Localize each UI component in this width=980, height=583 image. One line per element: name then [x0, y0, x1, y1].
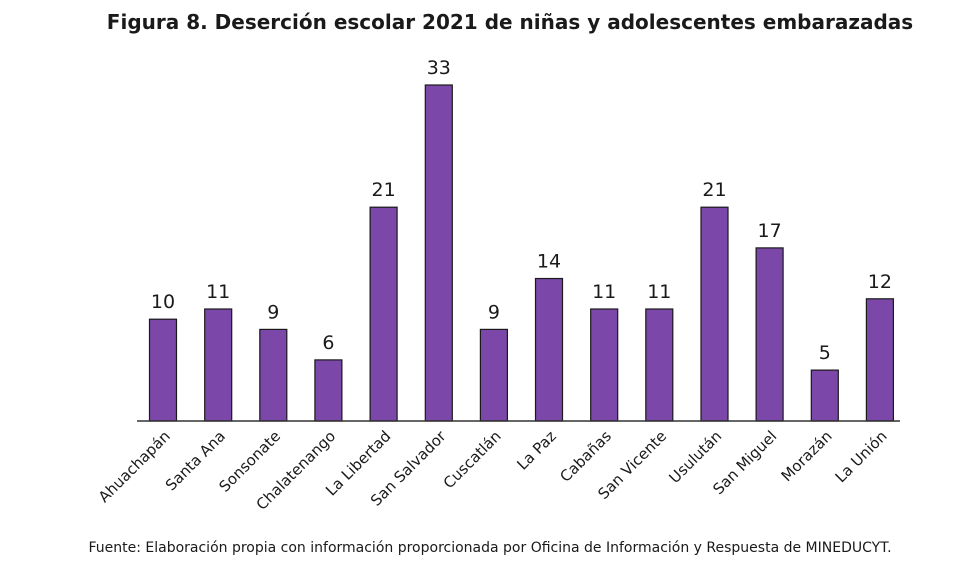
source-note: Fuente: Elaboración propia con informaci… [88, 540, 892, 556]
bar-12 [810, 369, 839, 422]
value-label-2: 9 [267, 301, 279, 323]
bar-10 [700, 206, 729, 422]
category-label-7: La Paz [513, 427, 560, 474]
category-label-0: Ahuachapán [95, 427, 174, 506]
bar-3 [314, 359, 343, 422]
bar-2 [259, 328, 288, 422]
bar-4 [369, 206, 398, 422]
value-label-13: 12 [868, 271, 892, 293]
category-label-6: Cuscatlán [440, 427, 505, 492]
value-labels-group: 10 11 9 6 21 33 9 14 11 11 21 17 5 12 [151, 57, 892, 364]
bar-11 [755, 247, 784, 422]
bar-1 [204, 308, 233, 422]
bar-5 [424, 84, 453, 422]
value-label-9: 11 [647, 281, 671, 303]
value-label-8: 11 [592, 281, 616, 303]
value-label-7: 14 [537, 251, 561, 273]
value-label-5: 33 [427, 57, 451, 79]
bar-9 [645, 308, 674, 422]
category-label-13: La Unión [832, 427, 891, 486]
value-label-4: 21 [372, 179, 396, 201]
value-label-6: 9 [488, 301, 500, 323]
chart-title: Figura 8. Deserción escolar 2021 de niña… [106, 10, 914, 34]
bar-7 [534, 277, 564, 422]
value-label-1: 11 [206, 281, 230, 303]
value-label-12: 5 [819, 342, 831, 364]
bar-8 [590, 308, 619, 422]
bars-group [148, 84, 895, 422]
value-label-11: 17 [758, 220, 782, 242]
bar-13 [865, 298, 895, 422]
bar-6 [479, 328, 508, 422]
bar-0 [148, 318, 178, 422]
category-label-12: Morazán [778, 427, 836, 485]
value-label-0: 10 [151, 291, 175, 313]
value-label-3: 6 [322, 332, 334, 354]
value-label-10: 21 [702, 179, 726, 201]
